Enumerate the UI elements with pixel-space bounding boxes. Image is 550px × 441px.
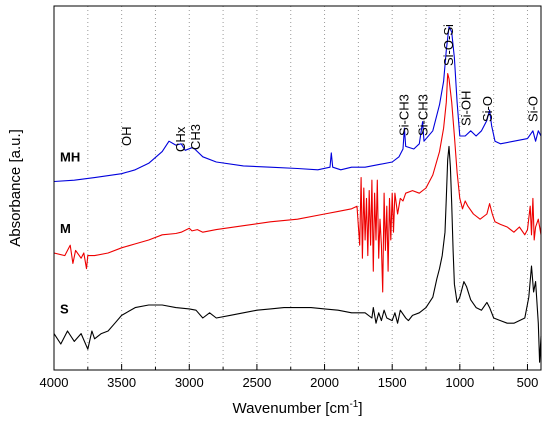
band-annotation: CH3	[188, 124, 203, 150]
band-annotation: Si-O-Si	[441, 24, 456, 66]
series-label-m: M	[60, 221, 71, 236]
x-tick-label: 3000	[175, 375, 204, 390]
band-annotation: Si-OH	[459, 91, 474, 126]
x-tick-label: 3500	[107, 375, 136, 390]
series-line-m	[53, 73, 542, 293]
y-axis-title: Absorbance [a.u.]	[7, 129, 24, 247]
x-axis-title-main: Wavenumber [cm	[232, 400, 349, 417]
series-layer	[53, 26, 542, 363]
band-annotation: Si-O	[480, 96, 495, 122]
series-line-mh	[53, 26, 542, 183]
x-axis-title-sup: -1	[349, 399, 358, 410]
x-tick-label: 1500	[378, 375, 407, 390]
vertical-gridlines	[87, 6, 528, 370]
plot-frame	[53, 5, 542, 371]
band-annotation: CHx	[173, 126, 188, 152]
band-annotations: OH CHx CH3 Si-CH3 Si-CH3 Si-O-Si Si-OH Si-O Si-O	[119, 24, 541, 152]
series-label-mh: MH	[60, 150, 80, 165]
x-axis-tick-labels: 4000 3500 3000 2500 2000 1500 1000 500	[40, 375, 539, 390]
series-labels: MH M S	[60, 150, 80, 317]
band-annotation: Si-O	[526, 96, 541, 122]
x-axis-ticks	[53, 364, 528, 370]
x-tick-label: 1000	[445, 375, 474, 390]
x-tick-label: 2500	[242, 375, 271, 390]
series-label-s: S	[60, 302, 69, 317]
x-axis-title: Wavenumber [cm-1]	[232, 399, 362, 417]
x-tick-label: 4000	[40, 375, 69, 390]
band-annotation: Si-CH3	[396, 94, 411, 136]
series-line-s	[53, 145, 542, 363]
x-axis-title-close: ]	[358, 400, 362, 417]
band-annotation: OH	[119, 127, 134, 147]
x-tick-label: 500	[517, 375, 539, 390]
band-annotation: Si-CH3	[415, 94, 430, 136]
x-tick-label: 2000	[310, 375, 339, 390]
